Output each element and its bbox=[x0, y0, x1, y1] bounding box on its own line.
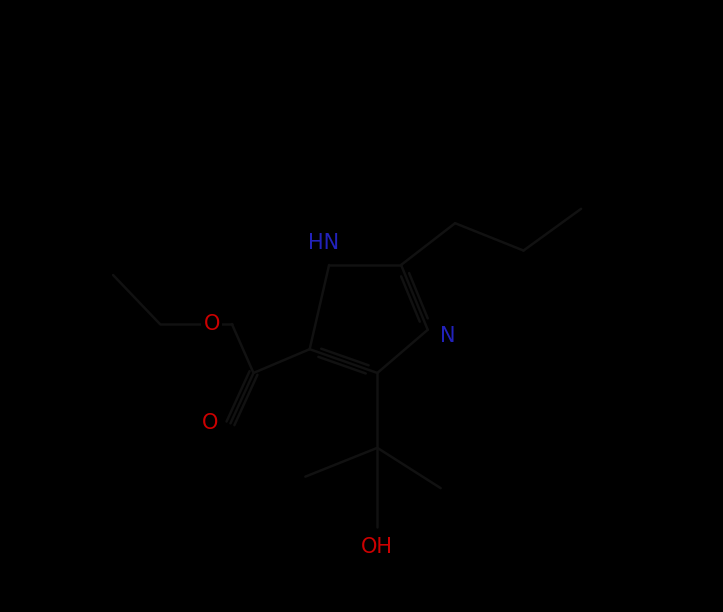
Text: N: N bbox=[440, 326, 455, 346]
Text: OH: OH bbox=[362, 537, 393, 557]
Text: O: O bbox=[204, 314, 220, 334]
Text: HN: HN bbox=[308, 233, 339, 253]
Text: O: O bbox=[202, 413, 218, 433]
